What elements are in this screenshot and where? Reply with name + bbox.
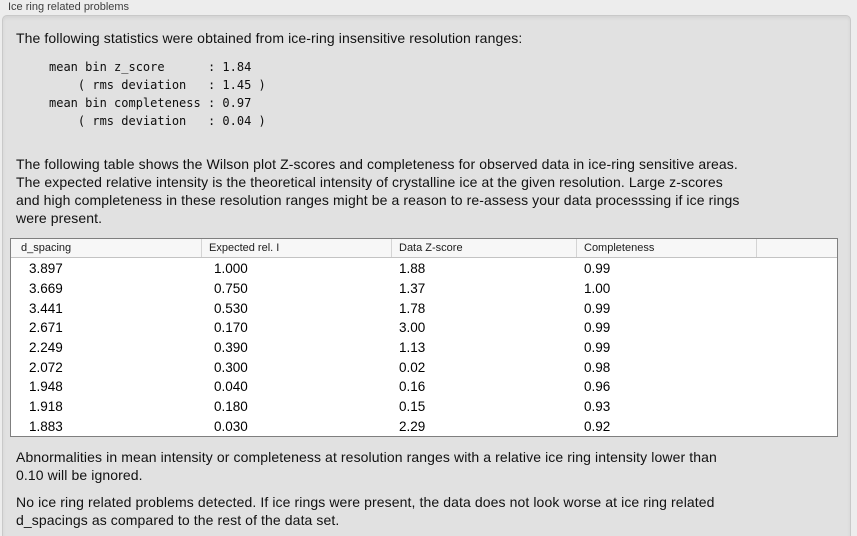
table-cell: 3.897 <box>29 261 63 277</box>
table-cell: 0.300 <box>214 359 248 375</box>
table-row[interactable]: 2.671 0.170 3.00 0.99 <box>11 318 837 338</box>
table-cell: 0.750 <box>214 281 248 296</box>
table-cell: 1.918 <box>29 399 63 415</box>
table-cell: 0.98 <box>584 359 611 375</box>
table-cell: 1.000 <box>214 261 248 277</box>
conclusion-text: No ice ring related problems detected. I… <box>16 494 715 528</box>
table-cell: 0.15 <box>399 399 426 415</box>
column-header-completeness[interactable]: Completeness <box>576 239 756 257</box>
results-table: d_spacing Expected rel. I Data Z-score C… <box>10 238 838 437</box>
table-row[interactable]: 3.441 0.530 1.78 0.99 <box>11 298 837 318</box>
table-cell: 1.13 <box>399 340 426 356</box>
table-cell: 0.170 <box>214 320 248 336</box>
table-cell: 2.671 <box>29 320 63 336</box>
table-cell: 0.99 <box>584 300 611 316</box>
stats-block: mean bin z_score : 1.84 ( rms deviation … <box>49 60 266 128</box>
table-cell: 0.180 <box>214 399 248 415</box>
table-row[interactable]: 2.249 0.390 1.13 0.99 <box>11 338 837 358</box>
table-cell: 2.072 <box>29 359 63 375</box>
table-cell: 3.00 <box>399 320 426 336</box>
intro-text: The following statistics were obtained f… <box>16 30 523 46</box>
table-cell: 0.99 <box>584 261 611 277</box>
table-row[interactable]: 1.883 0.030 2.29 0.92 <box>11 416 837 436</box>
table-description: The following table shows the Wilson plo… <box>16 156 740 226</box>
table-row[interactable]: 1.948 0.040 0.16 0.96 <box>11 377 837 397</box>
table-cell: 0.96 <box>584 379 611 395</box>
panel-title: Ice ring related problems <box>8 1 130 13</box>
table-row[interactable]: 3.669 0.750 1.37 1.00 <box>11 279 837 299</box>
table-cell: 3.669 <box>29 281 63 296</box>
column-header-data-z-score[interactable]: Data Z-score <box>391 239 576 257</box>
column-header-d-spacing[interactable]: d_spacing <box>21 242 72 254</box>
column-header-expected-rel-i[interactable]: Expected rel. I <box>201 239 391 257</box>
table-cell: 0.02 <box>399 359 426 375</box>
results-table-body: 3.897 1.000 1.88 0.99 3.669 0.750 1.37 1.00 3.44… <box>11 259 837 436</box>
ignore-note-text: Abnormalities in mean intensity or compl… <box>16 449 717 483</box>
table-cell: 1.78 <box>399 300 426 316</box>
column-header-empty[interactable] <box>756 239 837 257</box>
table-row[interactable]: 2.072 0.300 0.02 0.98 <box>11 357 837 377</box>
table-cell: 1.00 <box>584 281 611 296</box>
results-table-header-row: d_spacing Expected rel. I Data Z-score C… <box>11 239 837 258</box>
table-row[interactable]: 1.918 0.180 0.15 0.93 <box>11 397 837 417</box>
table-cell: 1.37 <box>399 281 426 296</box>
ice-ring-panel: The following statistics were obtained f… <box>2 15 851 536</box>
table-cell: 2.29 <box>399 418 426 434</box>
table-cell: 1.948 <box>29 379 63 395</box>
table-cell: 0.92 <box>584 418 611 434</box>
table-cell: 1.883 <box>29 418 63 434</box>
table-cell: 0.99 <box>584 320 611 336</box>
table-cell: 0.93 <box>584 399 611 415</box>
table-cell: 0.040 <box>214 379 248 395</box>
table-cell: 3.441 <box>29 300 63 316</box>
table-cell: 2.249 <box>29 340 63 356</box>
table-cell: 0.390 <box>214 340 248 356</box>
table-cell: 1.88 <box>399 261 426 277</box>
table-row[interactable]: 3.897 1.000 1.88 0.99 <box>11 259 837 279</box>
table-cell: 0.99 <box>584 340 611 356</box>
table-cell: 0.16 <box>399 379 426 395</box>
table-cell: 0.030 <box>214 418 248 434</box>
table-cell: 0.530 <box>214 300 248 316</box>
